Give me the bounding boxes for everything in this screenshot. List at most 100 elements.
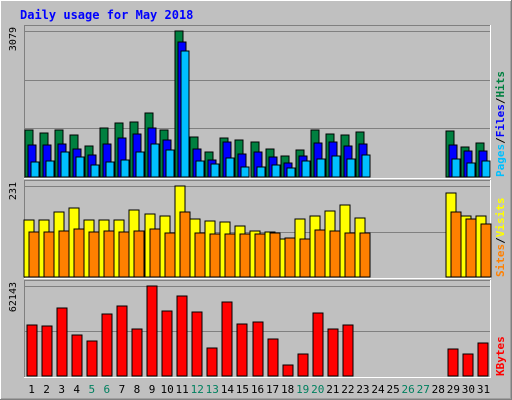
x-tick-label-day-1: 1 bbox=[28, 383, 35, 396]
x-tick-label-day-5: 5 bbox=[88, 383, 95, 396]
bar-kbytes-day-7 bbox=[116, 305, 128, 377]
x-tick-label-day-30: 30 bbox=[462, 383, 475, 396]
bar-sites-day-22 bbox=[344, 232, 356, 278]
y-axis-max-label: 231 bbox=[8, 182, 19, 200]
bar-sites-day-19 bbox=[299, 238, 311, 278]
bar-pages-day-30 bbox=[466, 162, 476, 178]
bar-sites-day-11 bbox=[179, 211, 191, 278]
bar-pages-day-12 bbox=[195, 160, 205, 178]
bar-pages-day-11 bbox=[180, 50, 190, 178]
bar-sites-day-2 bbox=[43, 231, 55, 278]
panel-hits-files-pages: 3079 Pages/Files/Hits bbox=[8, 25, 507, 179]
x-tick-label-day-14: 14 bbox=[221, 383, 235, 396]
bar-sites-day-3 bbox=[58, 230, 70, 278]
x-axis-labels: 1 2 3 4 5 6 7 8 9 10 11 12 13 14 15 16 17 18 19 20 21 22 23 24 2… bbox=[28, 383, 490, 396]
legend: Pages/Files/Hits bbox=[494, 71, 507, 177]
legend: KBytes bbox=[494, 336, 507, 376]
x-tick-label-day-10: 10 bbox=[160, 383, 173, 396]
chart-panels: 3079 Pages/Files/Hits 231 Sites/Visits 62143… bbox=[8, 25, 507, 378]
legend-entry: Sites bbox=[494, 244, 507, 277]
bar-pages-day-3 bbox=[60, 151, 70, 178]
bar-sites-day-21 bbox=[329, 230, 341, 278]
bar-pages-day-2 bbox=[45, 160, 55, 178]
bar-kbytes-day-3 bbox=[56, 307, 68, 377]
legend-entry: KBytes bbox=[494, 336, 507, 376]
bar-sites-day-6 bbox=[103, 230, 115, 278]
bar-sites-day-14 bbox=[224, 233, 236, 278]
bar-sites-day-12 bbox=[194, 232, 206, 278]
bar-sites-day-10 bbox=[164, 232, 176, 278]
bar-sites-day-17 bbox=[269, 232, 281, 278]
bar-kbytes-day-18 bbox=[282, 364, 294, 377]
bar-kbytes-day-10 bbox=[161, 310, 173, 377]
panel-kbytes: 62143 KBytes bbox=[8, 280, 507, 378]
legend-entry: / bbox=[494, 137, 507, 144]
bar-pages-day-14 bbox=[225, 157, 235, 178]
x-tick-label-day-27: 27 bbox=[417, 383, 430, 396]
x-tick-label-day-24: 24 bbox=[371, 383, 385, 396]
bar-sites-day-31 bbox=[480, 223, 492, 278]
bar-sites-day-29 bbox=[450, 211, 462, 278]
legend-entry: Pages bbox=[494, 144, 507, 177]
bar-pages-day-16 bbox=[256, 166, 266, 178]
bar-kbytes-day-20 bbox=[312, 312, 324, 377]
x-tick-label-day-23: 23 bbox=[356, 383, 369, 396]
bar-sites-day-18 bbox=[284, 237, 296, 278]
x-tick-label-day-28: 28 bbox=[432, 383, 445, 396]
bar-sites-day-5 bbox=[88, 231, 100, 278]
x-tick-label-day-20: 20 bbox=[311, 383, 324, 396]
bar-sites-day-16 bbox=[254, 233, 266, 278]
bar-kbytes-day-6 bbox=[101, 313, 113, 377]
bar-pages-day-21 bbox=[331, 155, 341, 178]
bar-pages-day-8 bbox=[135, 151, 145, 178]
x-tick-label-day-25: 25 bbox=[386, 383, 399, 396]
bar-kbytes-day-22 bbox=[342, 324, 354, 377]
bar-pages-day-29 bbox=[451, 158, 461, 178]
y-axis-max-label: 3079 bbox=[8, 27, 19, 51]
x-tick-label-day-22: 22 bbox=[341, 383, 354, 396]
legend-entry: / bbox=[494, 97, 507, 104]
x-tick-label-day-29: 29 bbox=[447, 383, 460, 396]
x-tick-label-day-13: 13 bbox=[206, 383, 219, 396]
bar-kbytes-day-2 bbox=[41, 325, 53, 377]
x-tick-label-day-6: 6 bbox=[104, 383, 111, 396]
chart-title: Daily usage for May 2018 bbox=[20, 8, 193, 22]
bar-pages-day-18 bbox=[286, 167, 296, 178]
x-tick-label-day-8: 8 bbox=[134, 383, 141, 396]
bar-kbytes-day-19 bbox=[297, 353, 309, 377]
bar-pages-day-20 bbox=[316, 158, 326, 178]
bar-sites-day-9 bbox=[149, 228, 161, 278]
legend-entry: Files bbox=[494, 104, 507, 137]
x-tick-label-day-9: 9 bbox=[149, 383, 156, 396]
bar-sites-day-4 bbox=[73, 228, 85, 278]
bar-pages-day-19 bbox=[301, 160, 311, 178]
x-tick-label-day-18: 18 bbox=[281, 383, 294, 396]
legend: Sites/Visits bbox=[494, 198, 507, 278]
panel-visits-sites: 231 Sites/Visits bbox=[8, 180, 507, 279]
bar-kbytes-day-30 bbox=[462, 353, 474, 377]
bar-sites-day-15 bbox=[239, 233, 251, 278]
bar-kbytes-day-13 bbox=[206, 347, 218, 377]
bar-pages-day-13 bbox=[210, 163, 220, 178]
bar-kbytes-day-14 bbox=[221, 301, 233, 377]
x-tick-label-day-3: 3 bbox=[58, 383, 65, 396]
bar-pages-day-9 bbox=[150, 143, 160, 178]
bar-pages-day-1 bbox=[30, 161, 40, 178]
bar-kbytes-day-9 bbox=[146, 285, 158, 377]
x-tick-label-day-7: 7 bbox=[119, 383, 126, 396]
bar-pages-day-17 bbox=[271, 164, 281, 178]
legend-entry: / bbox=[494, 237, 507, 244]
x-tick-label-day-19: 19 bbox=[296, 383, 309, 396]
bar-pages-day-7 bbox=[120, 159, 130, 178]
bar-pages-day-4 bbox=[75, 156, 85, 178]
bar-sites-day-7 bbox=[118, 231, 130, 278]
bar-kbytes-day-16 bbox=[252, 321, 264, 377]
bar-pages-day-10 bbox=[165, 149, 175, 178]
y-axis-max-label: 62143 bbox=[8, 282, 19, 312]
bar-pages-day-23 bbox=[361, 154, 371, 178]
x-tick-label-day-4: 4 bbox=[73, 383, 80, 396]
x-tick-label-day-26: 26 bbox=[402, 383, 415, 396]
x-tick-label-day-12: 12 bbox=[191, 383, 204, 396]
bar-sites-day-8 bbox=[133, 230, 145, 278]
